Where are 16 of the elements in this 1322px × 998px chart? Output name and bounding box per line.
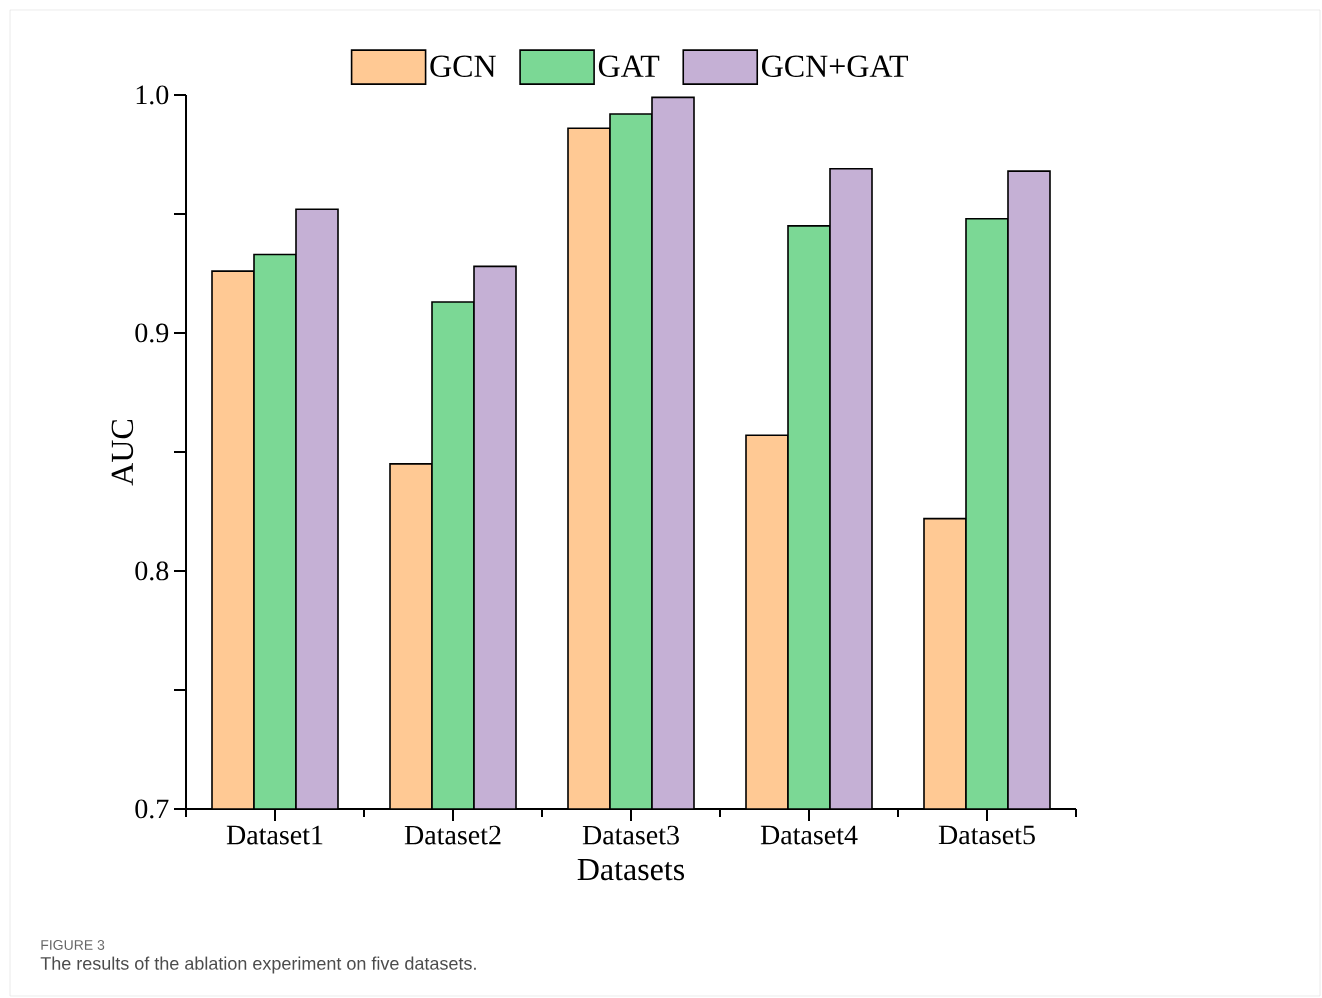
x-tick-label: Dataset4 — [760, 825, 858, 845]
legend-label: GCN+GAT — [762, 55, 908, 78]
y-tick-label: 1.0 — [136, 85, 169, 105]
y-tick-label: 0.7 — [135, 799, 169, 819]
x-tick-label: Dataset1 — [226, 825, 323, 845]
caption: FIGURE 3 — [41, 940, 105, 950]
x-axis-title: Datasets — [577, 859, 685, 881]
legend-label: GCN — [430, 55, 496, 78]
y-tick-label: 0.8 — [135, 561, 169, 581]
x-tick-label: Dataset2 — [404, 825, 501, 845]
text: The results of the ablation experiment on five datasets. — [40, 956, 476, 974]
x-tick-label: Dataset3 — [582, 825, 679, 845]
y-tick-label: 0.9 — [135, 323, 169, 343]
y-axis-title: AUC — [111, 419, 134, 486]
legend-label: GAT — [598, 55, 660, 78]
x-tick-label: Dataset5 — [938, 825, 1035, 845]
